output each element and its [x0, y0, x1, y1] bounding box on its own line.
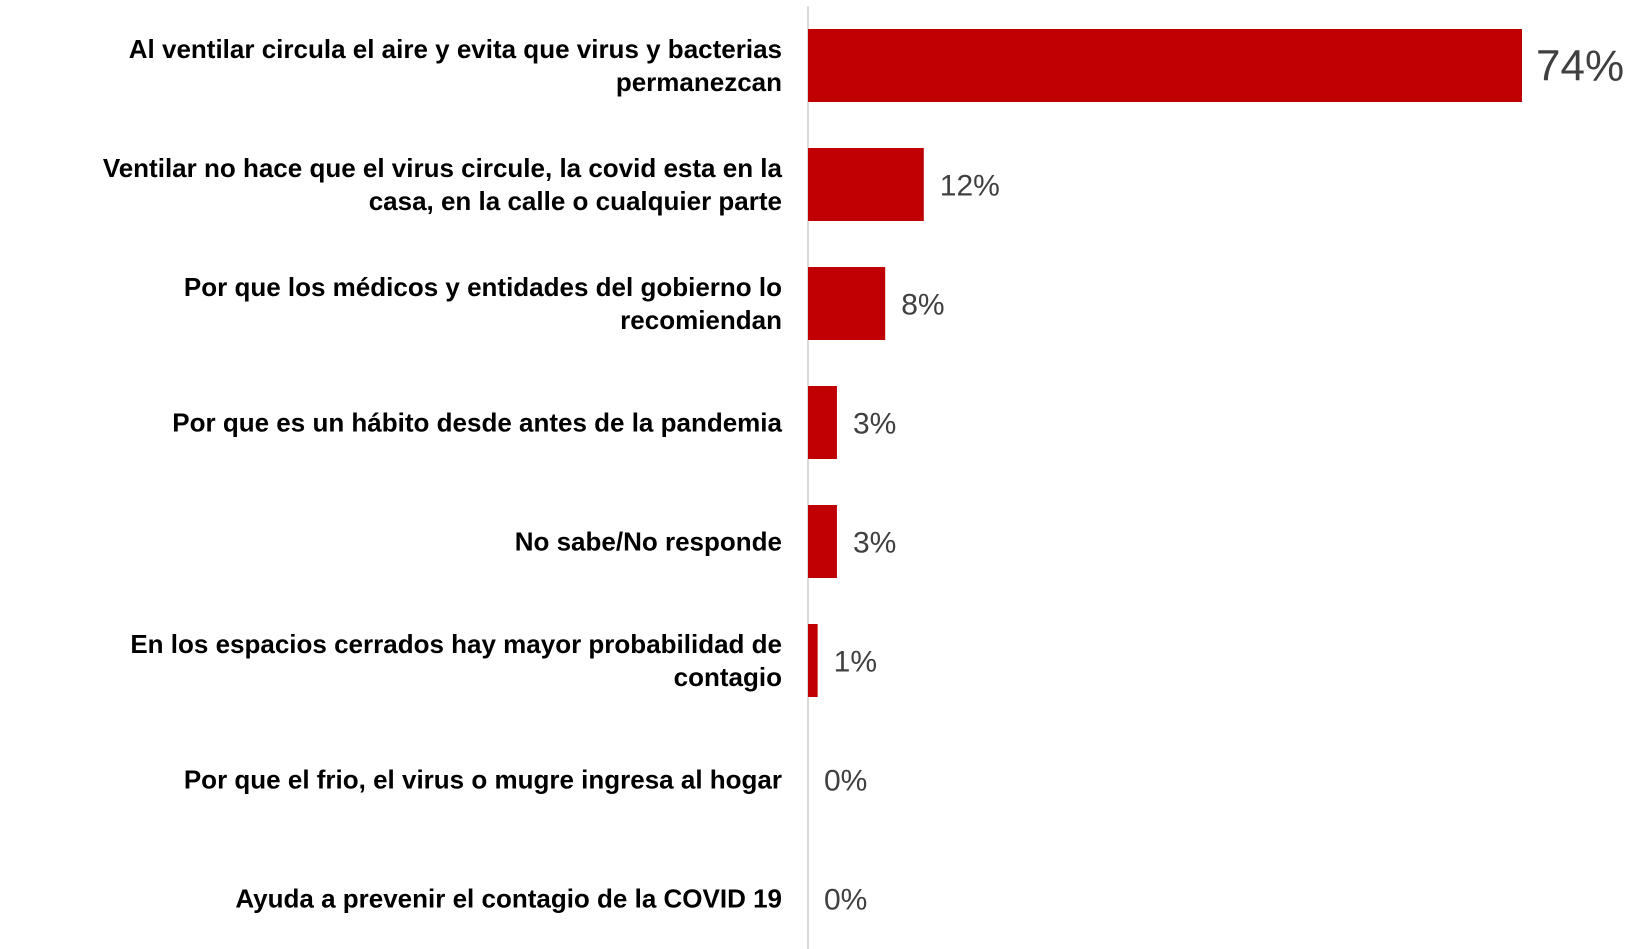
- data-label: 0%: [824, 765, 867, 798]
- category-label-line: recomiendan: [620, 305, 782, 335]
- category-label: Ventilar no hace que el virus circule, l…: [103, 153, 783, 216]
- category-label: No sabe/No responde: [515, 527, 782, 557]
- data-label: 3%: [853, 408, 896, 441]
- data-label: 0%: [824, 884, 867, 917]
- bar: [808, 267, 886, 340]
- category-label: Por que los médicos y entidades del gobi…: [184, 272, 782, 335]
- bar: [808, 29, 1522, 102]
- category-label-line: Ayuda a prevenir el contagio de la COVID…: [235, 884, 782, 914]
- data-label: 74%: [1536, 42, 1624, 91]
- category-label-line: Al ventilar circula el aire y evita que …: [129, 34, 782, 64]
- category-label-line: contagio: [674, 662, 782, 692]
- category-label: Al ventilar circula el aire y evita que …: [129, 34, 782, 97]
- category-label-line: Por que es un hábito desde antes de la p…: [172, 408, 782, 438]
- bar: [808, 624, 818, 697]
- bar: [808, 148, 924, 221]
- bar: [808, 505, 837, 578]
- bars: [808, 29, 1522, 697]
- category-label-line: No sabe/No responde: [515, 527, 782, 557]
- value-labels: 74% 12% 8% 3% 3% 1% 0% 0%: [824, 42, 1624, 917]
- category-label-line: Por que los médicos y entidades del gobi…: [184, 272, 782, 302]
- category-label-line: En los espacios cerrados hay mayor proba…: [130, 629, 782, 659]
- data-label: 12%: [940, 170, 1000, 203]
- category-label-line: permanezcan: [616, 67, 782, 97]
- category-label: En los espacios cerrados hay mayor proba…: [130, 629, 782, 692]
- category-label: Por que es un hábito desde antes de la p…: [172, 408, 782, 438]
- data-label: 1%: [834, 646, 877, 679]
- category-labels: Al ventilar circula el aire y evita que …: [103, 34, 783, 914]
- data-label: 3%: [853, 527, 896, 560]
- category-label: Por que el frio, el virus o mugre ingres…: [184, 765, 782, 795]
- data-label: 8%: [901, 289, 944, 322]
- category-label-line: casa, en la calle o cualquier parte: [369, 186, 782, 216]
- category-label-line: Ventilar no hace que el virus circule, l…: [103, 153, 783, 183]
- category-label-line: Por que el frio, el virus o mugre ingres…: [184, 765, 782, 795]
- category-label: Ayuda a prevenir el contagio de la COVID…: [235, 884, 782, 914]
- bar: [808, 386, 837, 459]
